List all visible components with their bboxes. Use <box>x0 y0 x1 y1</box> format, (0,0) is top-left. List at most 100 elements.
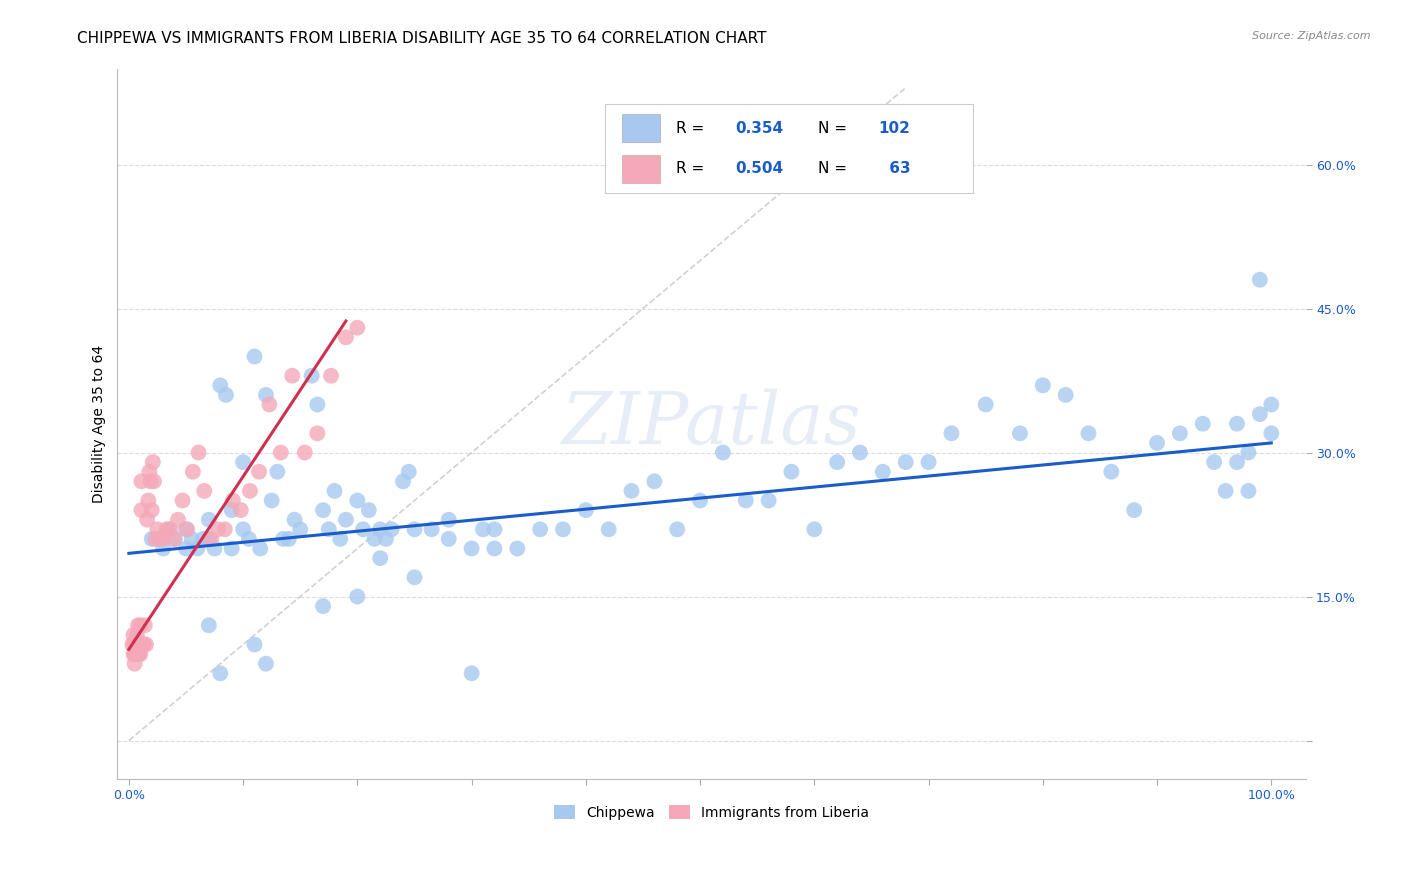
Point <box>551 522 574 536</box>
Text: 0.354: 0.354 <box>735 120 783 136</box>
Point <box>460 666 482 681</box>
Point <box>125 638 148 652</box>
Point <box>307 397 329 411</box>
Text: Source: ZipAtlas.com: Source: ZipAtlas.com <box>1253 31 1371 41</box>
Point <box>122 647 145 661</box>
Point <box>319 368 342 383</box>
Point <box>180 532 202 546</box>
Point <box>136 493 159 508</box>
Point <box>215 388 238 402</box>
Bar <box>623 114 661 142</box>
Point <box>1260 397 1282 411</box>
Point <box>575 503 598 517</box>
Point <box>187 445 209 459</box>
Point <box>136 513 159 527</box>
Point <box>1168 426 1191 441</box>
Point <box>335 330 357 344</box>
Point <box>209 378 232 392</box>
Point <box>484 541 506 556</box>
Point <box>214 522 236 536</box>
Point <box>1215 483 1237 498</box>
Point <box>232 522 254 536</box>
Point <box>127 618 149 632</box>
Bar <box>623 154 661 183</box>
Point <box>734 493 756 508</box>
Point <box>1249 273 1271 287</box>
Point <box>139 475 162 489</box>
Point <box>368 522 391 536</box>
Point <box>643 475 665 489</box>
Point <box>143 475 166 489</box>
Point <box>346 320 368 334</box>
Point <box>143 532 166 546</box>
Point <box>711 445 734 459</box>
Point <box>420 522 443 536</box>
Point <box>131 503 153 517</box>
Point <box>127 638 149 652</box>
Point <box>222 493 245 508</box>
Point <box>1123 503 1146 517</box>
Point <box>281 368 304 383</box>
Point <box>131 638 153 652</box>
Text: N =: N = <box>818 120 852 136</box>
Point <box>849 445 872 459</box>
Point <box>149 532 172 546</box>
Point <box>1204 455 1226 469</box>
Point <box>155 522 177 536</box>
Point <box>163 532 186 546</box>
Point <box>277 532 299 546</box>
Point <box>1077 426 1099 441</box>
Point <box>323 483 346 498</box>
Point <box>1249 407 1271 421</box>
Point <box>825 455 848 469</box>
Point <box>193 483 215 498</box>
Point <box>392 475 415 489</box>
Point <box>318 522 340 536</box>
Point <box>598 522 620 536</box>
Point <box>254 657 277 671</box>
Point <box>329 532 352 546</box>
Text: N =: N = <box>818 161 852 177</box>
Point <box>174 522 197 536</box>
Point <box>506 541 529 556</box>
Point <box>484 522 506 536</box>
Point <box>357 503 380 517</box>
Point <box>131 475 153 489</box>
Point <box>121 638 143 652</box>
Point <box>198 618 221 632</box>
Point <box>1226 455 1249 469</box>
Point <box>172 493 194 508</box>
Point <box>312 503 335 517</box>
Point <box>780 465 803 479</box>
Point <box>167 513 190 527</box>
Point <box>207 522 229 536</box>
Y-axis label: Disability Age 35 to 64: Disability Age 35 to 64 <box>93 344 107 503</box>
Point <box>128 647 150 661</box>
Point <box>134 618 156 632</box>
Point <box>974 397 997 411</box>
Point <box>437 513 460 527</box>
Point <box>260 493 283 508</box>
Point <box>1260 426 1282 441</box>
FancyBboxPatch shape <box>605 104 973 193</box>
Point <box>128 638 150 652</box>
Point <box>125 638 148 652</box>
Point <box>122 628 145 642</box>
Text: R =: R = <box>676 161 709 177</box>
Point <box>529 522 551 536</box>
Point <box>129 618 152 632</box>
Point <box>460 541 482 556</box>
Point <box>1032 378 1054 392</box>
Point <box>312 599 335 613</box>
Point <box>620 483 643 498</box>
Point <box>221 541 243 556</box>
Text: R =: R = <box>676 120 709 136</box>
Point <box>689 493 711 508</box>
Point <box>270 445 292 459</box>
Point <box>872 465 894 479</box>
Point <box>132 638 155 652</box>
Point <box>758 493 780 508</box>
Point <box>229 503 252 517</box>
Point <box>249 541 271 556</box>
Point <box>335 513 357 527</box>
